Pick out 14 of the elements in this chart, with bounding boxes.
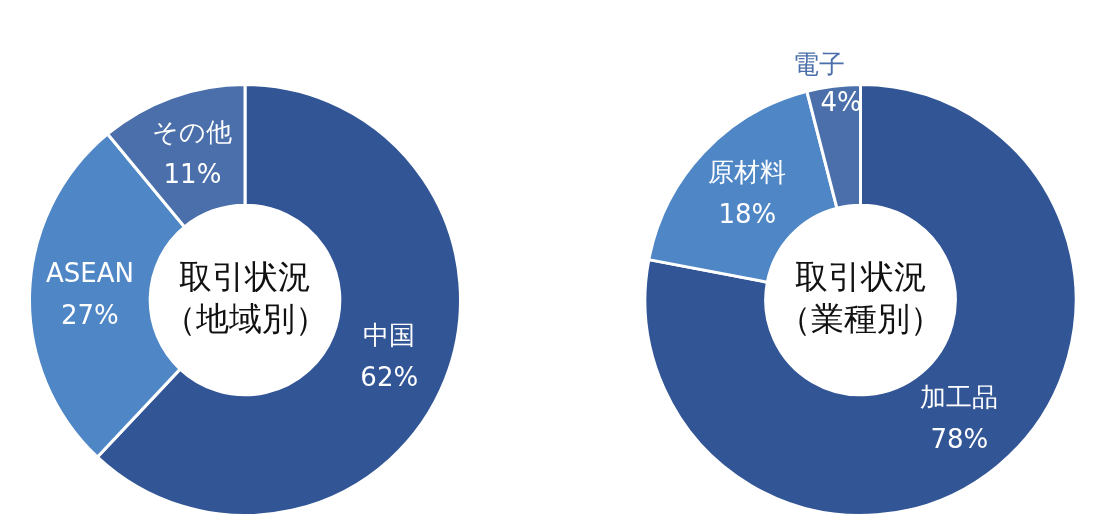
data-label: 27% (61, 299, 119, 330)
data-label: 78% (930, 424, 989, 455)
data-label: 4% (820, 87, 862, 118)
slice-label: 電子 (792, 49, 845, 80)
slice-label: 加工品 (920, 382, 999, 413)
data-label: 11% (163, 158, 222, 189)
slice-label: 原材料 (708, 156, 787, 187)
slice-label: 中国 (363, 319, 416, 350)
slice-label: その他 (152, 116, 233, 147)
text: 取引状況（業種別） (778, 256, 943, 338)
text: 取引状況（地域別） (162, 256, 328, 338)
data-label: 62% (360, 361, 419, 392)
data-label: 18% (718, 198, 777, 229)
slice-label: ASEAN (45, 257, 134, 288)
